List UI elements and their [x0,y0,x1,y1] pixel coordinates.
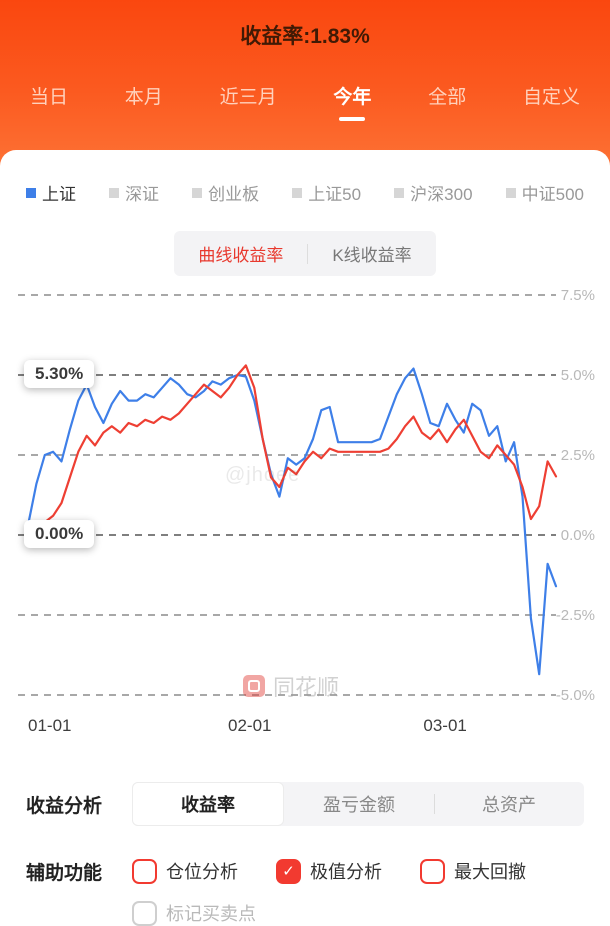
svg-text:03-01: 03-01 [423,716,466,735]
legend-swatch-icon [394,187,405,198]
tab-custom[interactable]: 自定义 [522,87,580,108]
check-icon: ✓ [282,862,295,880]
checkbox-position-analysis[interactable]: ✓ 仓位分析 [132,858,238,884]
checkbox-icon: ✓ [132,858,157,884]
legend-item-sse50[interactable]: 上证50 [292,180,361,205]
toggle-curve-return[interactable]: 曲线收益率 [198,246,284,265]
chart-canvas[interactable]: 7.5% 5.0% 2.5% 0.0% -2.5% -5.0% 01-01 02-01 03-0… [0,280,610,740]
aux-section: 辅助功能 ✓ 仓位分析 ✓ 极值分析 ✓ 最大回撤 ✓ 标记买 [0,858,610,926]
svg-text:-5.0%: -5.0% [556,687,595,704]
legend-item-shanghai[interactable]: 上证 [26,180,76,205]
tab-all[interactable]: 全部 [428,87,467,108]
checkbox-mark-trade-points[interactable]: ✓ 标记买卖点 [132,900,256,926]
tab-this-year[interactable]: 今年 [333,86,371,121]
max-value-badge: 5.30% [24,360,95,388]
analysis-segmented-control: 收益率 盈亏金额 总资产 [132,782,584,826]
seg-total-assets[interactable]: 总资产 [434,782,584,826]
page-title: 收益率:1.83% [240,25,370,48]
legend-item-csi500[interactable]: 中证500 [505,180,584,205]
checkbox-icon: ✓ [276,858,301,884]
checkbox-icon: ✓ [132,900,157,926]
legend-swatch-icon [505,187,516,198]
brand-watermark: 同花顺 [243,670,339,702]
index-legend: 上证 深证 创业板 上证50 沪深300 中证500 [0,150,610,205]
analysis-section-label: 收益分析 [26,795,103,817]
svg-text:01-01: 01-01 [28,716,71,735]
legend-swatch-icon [26,187,36,198]
toggle-kline-return[interactable]: K线收益率 [332,246,412,265]
legend-item-chinext[interactable]: 创业板 [192,180,259,205]
seg-profit-amount[interactable]: 盈亏金额 [323,795,395,815]
checkbox-max-drawdown[interactable]: ✓ 最大回撤 [420,858,526,884]
min-value-badge: 0.00% [24,520,95,548]
tab-today[interactable]: 当日 [30,87,69,108]
svg-text:2.5%: 2.5% [561,447,595,464]
legend-item-shenzhen[interactable]: 深证 [109,180,159,205]
user-watermark: @jhoee [225,464,301,486]
seg-return-rate[interactable]: 收益率 [132,782,284,826]
legend-item-csi300[interactable]: 沪深300 [394,180,473,205]
svg-text:7.5%: 7.5% [561,287,595,304]
tab-underline [339,117,366,121]
svg-text:0.0%: 0.0% [561,527,595,544]
brand-logo-icon [243,675,265,697]
header: 收益率:1.83% 当日 本月 近三月 今年 全部 自定义 [0,0,610,166]
svg-text:02-01: 02-01 [228,716,271,735]
chart-mode-toggle-wrap: 曲线收益率 K线收益率 [0,231,610,276]
aux-section-label: 辅助功能 [26,863,103,884]
chart-mode-toggle: 曲线收益率 K线收益率 [174,231,436,276]
analysis-section: 收益分析 收益率 盈亏金额 总资产 [0,782,610,826]
legend-swatch-icon [192,187,203,198]
toggle-divider [307,243,309,264]
tab-three-months[interactable]: 近三月 [219,87,277,108]
checkbox-extreme-analysis[interactable]: ✓ 极值分析 [276,858,382,884]
svg-text:5.0%: 5.0% [561,367,595,384]
checkbox-icon: ✓ [420,858,445,884]
aux-options: ✓ 仓位分析 ✓ 极值分析 ✓ 最大回撤 ✓ 标记买卖点 [132,858,584,926]
tab-this-month[interactable]: 本月 [124,87,163,108]
returns-chart[interactable]: 7.5% 5.0% 2.5% 0.0% -2.5% -5.0% 01-01 02-01 03-0… [0,280,610,740]
svg-text:-2.5%: -2.5% [556,607,595,624]
content-card: 上证 深证 创业板 上证50 沪深300 中证500 曲线收益率 K线收益率 [0,150,610,926]
legend-swatch-icon [109,187,120,198]
period-tabs: 当日 本月 近三月 今年 全部 自定义 [0,86,610,121]
legend-swatch-icon [292,187,303,198]
